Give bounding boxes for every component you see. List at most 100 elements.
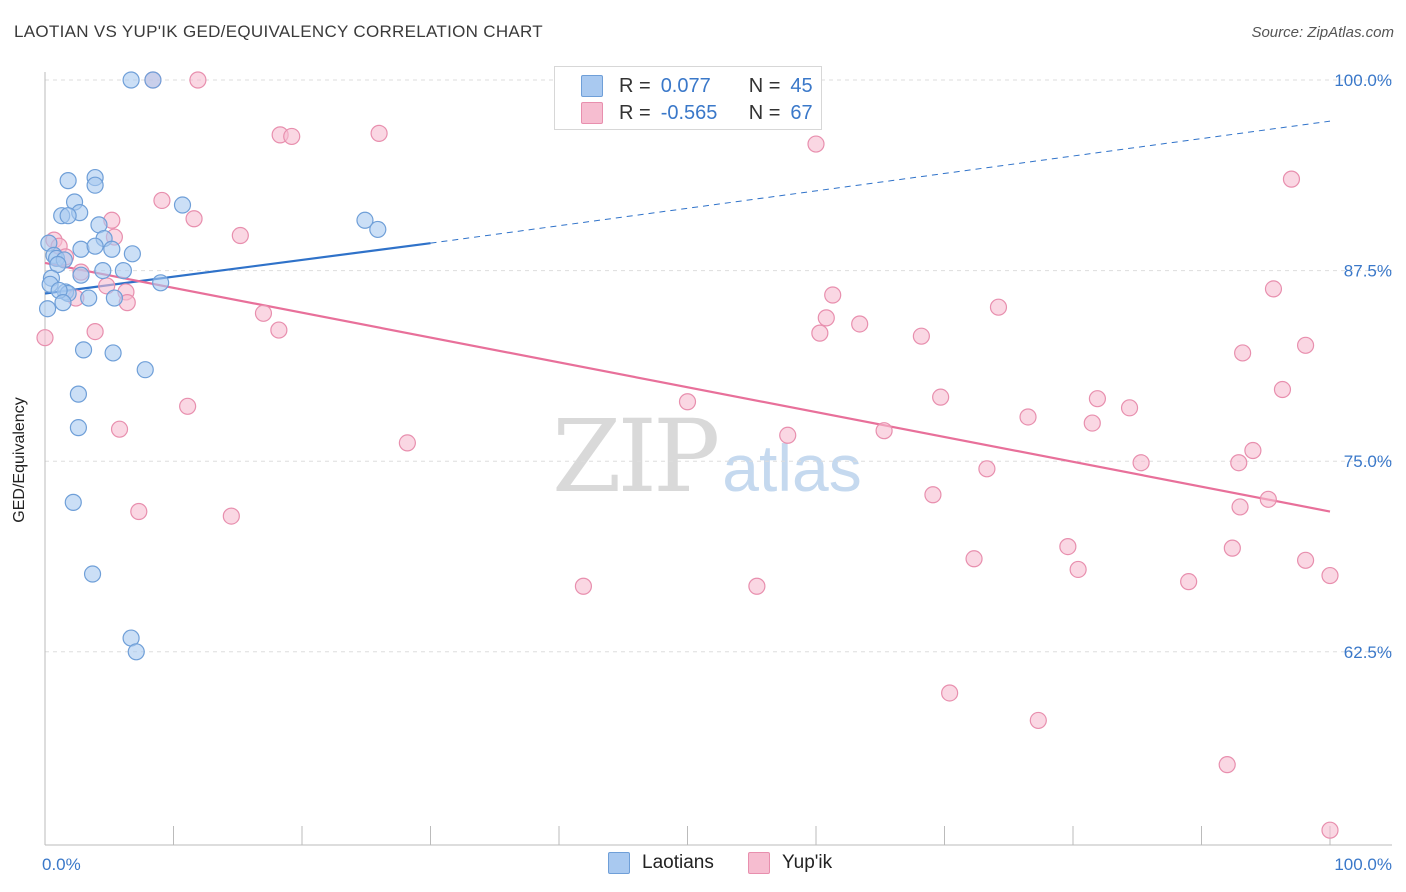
trend-lines <box>44 120 1331 513</box>
laotian-point <box>122 71 140 89</box>
laotian-point <box>69 385 88 403</box>
yupik-point <box>1282 170 1301 188</box>
laotian-point <box>59 172 77 190</box>
yupik-point <box>1223 539 1241 557</box>
yupik-point <box>110 420 129 438</box>
laotian-point <box>49 255 67 274</box>
laotian-legend-swatch <box>608 852 630 874</box>
yupik-point <box>36 329 54 347</box>
laotian-point <box>69 419 88 437</box>
legend-item-laotians[interactable]: Laotians <box>608 852 714 874</box>
yupik-point <box>1296 551 1315 569</box>
r-label: R = <box>619 74 651 97</box>
yupik-point <box>851 315 869 333</box>
laotian-point <box>173 196 192 214</box>
n-label: N = <box>748 101 781 124</box>
yupik-point <box>912 327 930 345</box>
laotian-point <box>114 262 132 280</box>
yupik-point <box>824 286 842 304</box>
chart-title: LAOTIAN VS YUP'IK GED/EQUIVALENCY CORREL… <box>14 22 543 41</box>
watermark-zip: ZIP <box>552 398 720 515</box>
laotian-point <box>136 361 154 379</box>
yupik-point <box>370 124 388 142</box>
yupik-point <box>748 577 766 595</box>
n-value: 45 <box>790 74 813 97</box>
yupik-point <box>807 135 825 153</box>
laotian-point <box>72 240 90 258</box>
laotian-point <box>356 211 374 229</box>
yupik-point <box>875 422 893 440</box>
stats-row-yupik: R = -0.565 N = 67 <box>555 99 813 127</box>
legend-item-yupik[interactable]: Yup'ik <box>748 852 832 874</box>
n-label: N = <box>748 74 781 97</box>
yupik-point <box>222 507 240 525</box>
yupik-point <box>1120 399 1139 417</box>
yupik-point <box>1069 560 1087 579</box>
laotian-point <box>105 289 123 307</box>
legend-label-laotians: Laotians <box>642 852 714 873</box>
yupik-point <box>924 486 942 504</box>
x-tick-label: 0.0% <box>42 855 81 874</box>
series-legend: Laotians Yup'ik <box>0 852 1406 878</box>
axes <box>44 72 1392 846</box>
yupik-point <box>965 550 983 568</box>
y-tick-label: 75.0% <box>1344 452 1392 471</box>
yupik-point <box>254 304 273 322</box>
laotian-point <box>59 207 77 225</box>
laotian-point <box>152 274 170 292</box>
yupik-point <box>989 298 1008 316</box>
yupik-point <box>817 309 835 327</box>
yupik-point <box>1264 280 1283 298</box>
source-label: Source: ZipAtlas.com <box>1251 24 1394 41</box>
grid <box>45 79 1392 653</box>
yupik-point <box>678 393 697 411</box>
yupik-point <box>1218 756 1236 774</box>
laotian-point <box>38 300 57 318</box>
stats-legend: R = 0.077 N = 45 R = -0.565 N = 67 <box>554 66 822 130</box>
yupik-point <box>231 226 249 245</box>
laotian-point <box>86 176 104 194</box>
yupik-legend-swatch <box>748 852 770 874</box>
yupik-trend-line <box>44 261 1331 513</box>
yupik-point <box>941 684 959 702</box>
yupik-point <box>1083 414 1101 432</box>
yupik-point <box>185 210 203 228</box>
tick-labels: 62.5% 75.0% 87.5% 100.0% 0.0% 100.0% <box>42 71 1392 874</box>
yupik-point <box>1059 537 1077 556</box>
yupik-point <box>779 426 797 444</box>
yupik-point <box>283 127 301 146</box>
r-label: R = <box>619 101 651 124</box>
laotian-point <box>94 262 112 280</box>
yupik-point <box>189 71 207 89</box>
watermark: ZIPatlas <box>552 398 862 515</box>
r-value: 0.077 <box>660 74 711 97</box>
yupik-point <box>1230 454 1248 472</box>
yupik-point <box>811 324 829 342</box>
y-tick-label: 87.5% <box>1344 262 1392 281</box>
laotian-point <box>83 565 102 583</box>
laotian-point <box>74 341 93 359</box>
yupik-point <box>1244 441 1262 460</box>
laotian-swatch <box>581 75 603 97</box>
yupik-point <box>574 577 593 595</box>
yupik-point <box>1321 821 1339 839</box>
yupik-point <box>270 321 288 339</box>
n-value: 67 <box>790 101 813 124</box>
laotian-point <box>144 71 162 89</box>
laotian-point <box>80 289 98 307</box>
yupik-point <box>1132 454 1150 472</box>
y-tick-label: 100.0% <box>1334 71 1392 90</box>
laotian-point <box>369 220 387 239</box>
y-tick-label: 62.5% <box>1344 643 1392 662</box>
yupik-point <box>398 434 416 452</box>
laotian-point <box>127 643 145 661</box>
yupik-point <box>1296 336 1315 354</box>
legend-label-yupik: Yup'ik <box>782 852 833 873</box>
laotian-point <box>123 245 141 263</box>
laotian-point <box>72 266 90 284</box>
yupik-point <box>1234 344 1252 362</box>
yupik-point <box>1180 573 1198 591</box>
yupik-point <box>153 191 171 210</box>
laotian-point <box>64 493 82 511</box>
yupik-point <box>1029 711 1047 730</box>
